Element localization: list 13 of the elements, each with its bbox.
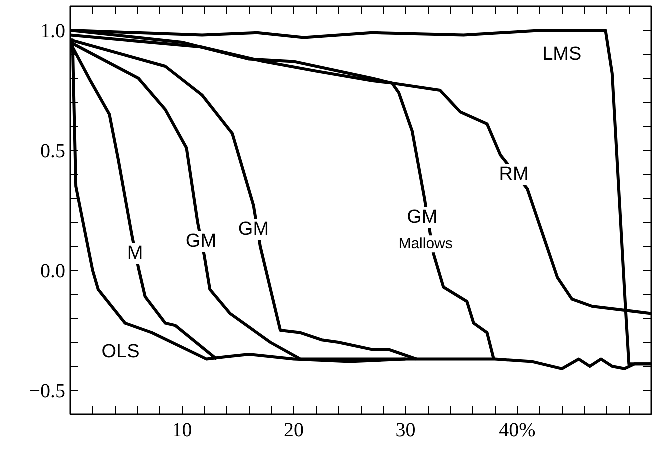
y-tick-label: 0.0 [40,260,66,282]
annotation: LMS [542,44,582,65]
annotation: OLS [102,342,140,363]
x-tick-label: 10 [172,420,192,442]
annotation: M [127,243,144,264]
x-tick-label: 30 [396,420,416,442]
x-tick-label: 20 [284,420,304,442]
annotation: RM [499,164,529,185]
y-tick-label: −0.5 [29,380,66,402]
annotation: Mallows [398,236,453,253]
y-tick-label: 1.0 [40,20,66,42]
y-tick-label: 0.5 [40,140,66,162]
x-tick-label: 40% [499,420,536,442]
